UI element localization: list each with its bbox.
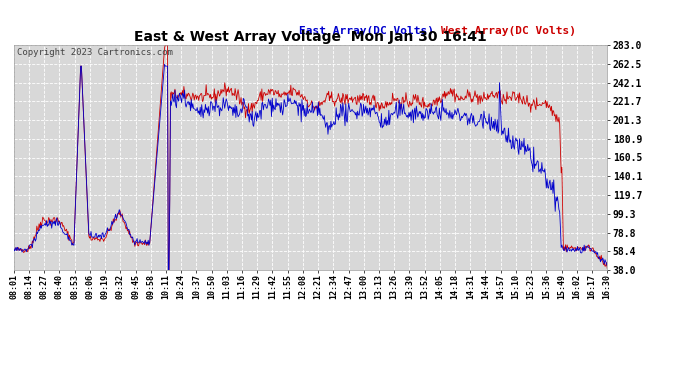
Text: Copyright 2023 Cartronics.com: Copyright 2023 Cartronics.com [17, 48, 172, 57]
Text: West Array(DC Volts): West Array(DC Volts) [441, 26, 576, 36]
Text: East Array(DC Volts): East Array(DC Volts) [299, 26, 433, 36]
Title: East & West Array Voltage  Mon Jan 30 16:41: East & West Array Voltage Mon Jan 30 16:… [134, 30, 487, 44]
